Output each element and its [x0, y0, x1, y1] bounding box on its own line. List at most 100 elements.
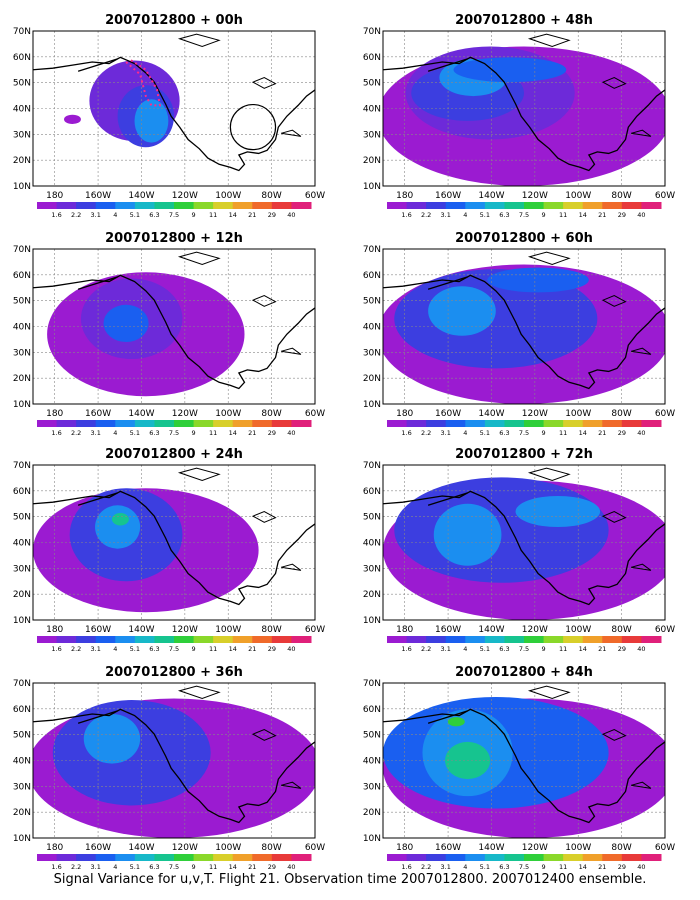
colorbar-label: 4 — [113, 211, 117, 219]
colorbar-label: 21 — [248, 429, 256, 437]
colorbar-label: 5.1 — [480, 645, 490, 653]
colorbar-label: 40 — [637, 863, 645, 871]
colorbar-swatch — [582, 636, 603, 643]
colorbar-label: 2.2 — [421, 645, 431, 653]
colorbar-label: 3.1 — [91, 429, 101, 437]
colorbar-label: 7.5 — [169, 645, 179, 653]
lat-tick-label: 10N — [13, 616, 31, 626]
colorbar-swatch — [76, 202, 97, 209]
colorbar-label: 14 — [229, 645, 237, 653]
colorbar-swatch — [193, 636, 214, 643]
lat-tick-label: 20N — [363, 590, 381, 600]
lon-tick-label: 120W — [172, 191, 198, 201]
lon-tick-label: 100W — [215, 191, 241, 201]
colorbar-swatch — [524, 202, 545, 209]
colorbar-swatch — [426, 420, 447, 427]
lon-tick-label: 180 — [396, 409, 413, 419]
lat-tick-label: 40N — [13, 105, 31, 115]
lat-tick-label: 50N — [363, 513, 381, 523]
lon-tick-label: 120W — [522, 409, 548, 419]
grid — [33, 683, 315, 838]
colorbar-swatch — [95, 636, 116, 643]
colorbar-label: 1.6 — [51, 863, 61, 871]
colorbar-label: 9 — [192, 211, 196, 219]
colorbar: 1.6 2.2 3.1 4 5.1 6.3 7.5 9 11 14 21 29 40 — [387, 854, 662, 871]
colorbar-label: 29 — [268, 863, 276, 871]
coastline — [33, 251, 315, 390]
colorbar-label: 29 — [618, 211, 626, 219]
colorbar-label: 3.1 — [91, 645, 101, 653]
lon-tick-label: 180 — [396, 843, 413, 853]
colorbar-swatch — [252, 420, 273, 427]
colorbar-swatch — [115, 636, 136, 643]
variance-contour — [95, 505, 141, 549]
lon-tick-label: 180 — [396, 625, 413, 635]
colorbar-label: 11 — [559, 645, 567, 653]
colorbar-swatch — [621, 854, 642, 861]
colorbar-swatch — [406, 420, 427, 427]
lon-tick-label: 140W — [128, 191, 154, 201]
colorbar-label: 14 — [579, 211, 587, 219]
colorbar-swatch — [37, 202, 58, 209]
colorbar-swatch — [154, 636, 175, 643]
colorbar-swatch — [641, 636, 662, 643]
colorbar-swatch — [134, 202, 155, 209]
colorbar-swatch — [445, 636, 466, 643]
colorbar-label: 21 — [248, 645, 256, 653]
colorbar-label: 4 — [463, 211, 467, 219]
lon-tick-label: 180 — [46, 843, 63, 853]
lon-tick-label: 80W — [261, 843, 281, 853]
colorbar-label: 14 — [229, 429, 237, 437]
colorbar-swatch — [95, 854, 116, 861]
colorbar-swatch — [271, 636, 292, 643]
colorbar-label: 6.3 — [149, 645, 159, 653]
colorbar-label: 3.1 — [441, 429, 451, 437]
variance-contour — [487, 267, 589, 293]
map-panel-36h: 2007012800 + 36h 10N 20N 30N 40N 50N 60N 70N 180… — [13, 665, 325, 871]
colorbar-label: 14 — [579, 429, 587, 437]
colorbar-swatch — [602, 202, 623, 209]
lat-tick-label: 70N — [363, 27, 381, 37]
colorbar-swatch — [174, 202, 195, 209]
variance-field — [383, 477, 665, 620]
lat-tick-label: 30N — [363, 348, 381, 358]
colorbar-label: 29 — [268, 429, 276, 437]
colorbar-label: 40 — [287, 645, 295, 653]
colorbar-label: 40 — [637, 211, 645, 219]
colorbar-swatch — [582, 202, 603, 209]
colorbar-label: 6.3 — [149, 429, 159, 437]
map-panel-72h: 2007012800 + 72h 10N 20N 30N 40N 50N 60N 70N 180… — [363, 447, 675, 653]
colorbar-label: 7.5 — [519, 645, 529, 653]
colorbar-swatch — [484, 854, 505, 861]
map-frame — [382, 30, 666, 187]
colorbar-swatch — [95, 420, 116, 427]
lat-tick-label: 20N — [13, 590, 31, 600]
map-panel-48h: 2007012800 + 48h 10N 20N 30N 40N 50N 60N 70N 180… — [363, 13, 675, 219]
lon-tick-label: 140W — [478, 409, 504, 419]
colorbar-swatch — [232, 854, 253, 861]
colorbar: 1.6 2.2 3.1 4 5.1 6.3 7.5 9 11 14 21 29 40 — [387, 202, 662, 219]
lon-tick-label: 80W — [261, 625, 281, 635]
colorbar-label: 9 — [192, 645, 196, 653]
grid — [383, 465, 665, 620]
lon-tick-label: 60W — [305, 191, 325, 201]
colorbar-swatch — [291, 636, 312, 643]
lon-tick-label: 80W — [611, 191, 631, 201]
lat-tick-label: 20N — [13, 808, 31, 818]
colorbar-swatch — [465, 636, 486, 643]
lon-tick-label: 160W — [85, 409, 111, 419]
colorbar-swatch — [602, 420, 623, 427]
variance-contour — [433, 503, 502, 566]
colorbar-label: 29 — [618, 429, 626, 437]
grid — [383, 683, 665, 838]
lon-tick-label: 100W — [215, 625, 241, 635]
map-frame — [32, 464, 316, 621]
colorbar-label: 7.5 — [169, 429, 179, 437]
colorbar-swatch — [213, 420, 234, 427]
colorbar-label: 21 — [248, 863, 256, 871]
coastline — [33, 467, 315, 606]
colorbar-swatch — [193, 854, 214, 861]
lon-tick-label: 80W — [261, 191, 281, 201]
variance-contour — [453, 57, 567, 83]
colorbar-label: 40 — [637, 429, 645, 437]
